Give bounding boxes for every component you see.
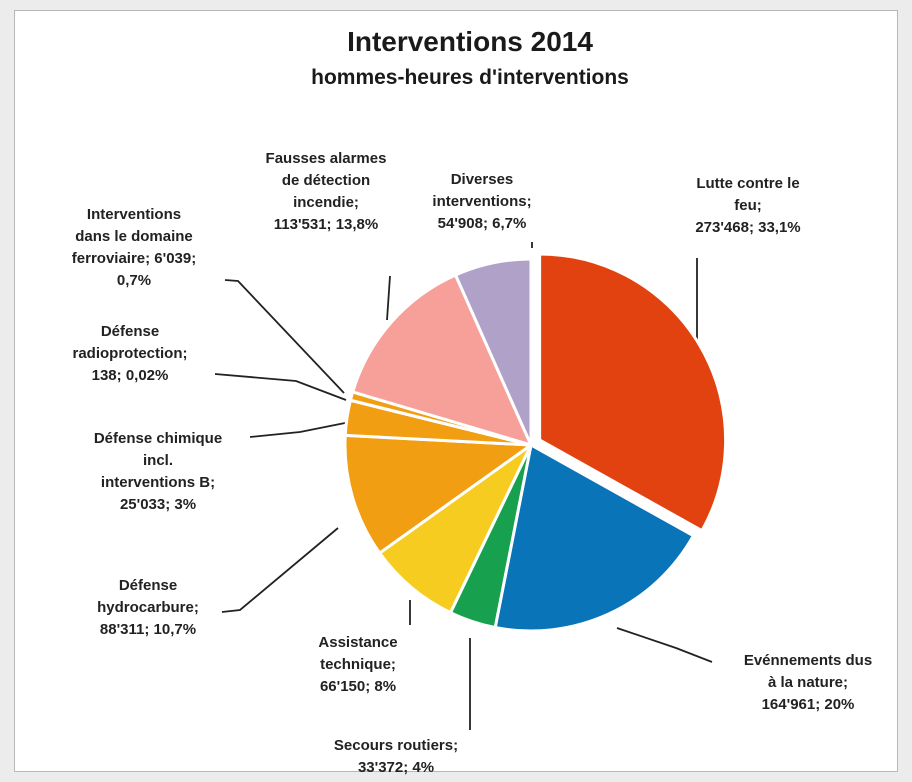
- slice-label-line: 113'531; 13,8%: [274, 216, 379, 233]
- slice-label-4: Défense hydrocarbure; 88'311; 10,7%: [97, 577, 199, 638]
- slice-label-line: 66'150; 8%: [320, 678, 396, 695]
- slice-label-line: interventions B;: [101, 474, 215, 491]
- slice-label-line: Secours routiers;: [334, 737, 458, 754]
- slice-label-line: dans le domaine: [75, 228, 193, 245]
- leader-line-7: [224, 279, 345, 394]
- slice-label-line: 138; 0,02%: [92, 367, 169, 384]
- slice-label-5: Défense chimique incl. interventions B; 25'…: [94, 430, 222, 513]
- pie-slice-8: [351, 273, 533, 447]
- slice-label-line: 88'311; 10,7%: [100, 621, 196, 638]
- slice-label-line: Défense chimique: [94, 430, 222, 447]
- slice-label-line: incendie;: [293, 194, 359, 211]
- slice-label-9: Diverses interventions; 54'908; 6,7%: [432, 171, 531, 232]
- slice-label-3: Assistance technique; 66'150; 8%: [318, 634, 397, 695]
- slice-label-line: à la nature;: [768, 674, 848, 691]
- leader-line-4: [221, 527, 339, 613]
- slice-label-line: 273'468; 33,1%: [695, 219, 800, 236]
- slice-label-line: Défense: [101, 323, 159, 340]
- pie-slice-9: [454, 257, 533, 447]
- slice-label-line: Assistance: [318, 634, 397, 651]
- slice-label-line: Défense: [119, 577, 177, 594]
- slice-label-6: Défense radioprotection; 138; 0,02%: [73, 323, 188, 384]
- slice-label-line: Interventions: [87, 206, 181, 223]
- slice-label-line: interventions;: [432, 193, 531, 210]
- slice-label-line: 164'961; 20%: [762, 696, 855, 713]
- pie-slice-3: [378, 443, 533, 615]
- slice-label-line: 25'033; 3%: [120, 496, 196, 513]
- slice-label-line: Evénnements dus: [744, 652, 872, 669]
- slice-label-1: Evénnements dus à la nature; 164'961; 20%: [744, 652, 872, 713]
- slice-label-line: Diverses: [451, 171, 514, 188]
- slice-label-0: Lutte contre le feu; 273'468; 33,1%: [695, 175, 800, 236]
- slice-label-7: Interventions dans le domaine ferroviaire;…: [72, 206, 196, 289]
- slice-label-line: Lutte contre le: [696, 175, 799, 192]
- slice-label-line: de détection: [282, 172, 370, 189]
- leader-line-6: [214, 373, 347, 401]
- chart-title: Interventions 2014: [347, 26, 593, 57]
- pie-slice-4: [343, 433, 533, 555]
- slice-label-line: 54'908; 6,7%: [438, 215, 527, 232]
- chart-subtitle: hommes-heures d'interventions: [311, 66, 629, 89]
- leader-line-1: [616, 627, 713, 663]
- slice-label-line: feu;: [734, 197, 762, 214]
- slice-label-line: technique;: [320, 656, 396, 673]
- slice-label-line: 33'372; 4%: [358, 759, 434, 776]
- slice-label-line: Fausses alarmes: [266, 150, 387, 167]
- slice-label-2: Secours routiers; 33'372; 4%: [334, 737, 458, 776]
- slice-label-8: Fausses alarmes de détection incendie; 113'…: [266, 150, 387, 233]
- slice-label-line: ferroviaire; 6'039;: [72, 250, 196, 267]
- slice-label-line: 0,7%: [117, 272, 151, 289]
- leader-line-8: [386, 275, 391, 321]
- pie-slice-1: [493, 443, 695, 633]
- pie-slice-0: [538, 252, 728, 533]
- leader-line-5: [249, 422, 346, 438]
- slice-label-line: hydrocarbure;: [97, 599, 199, 616]
- slice-label-line: radioprotection;: [73, 345, 188, 362]
- slice-label-line: incl.: [143, 452, 173, 469]
